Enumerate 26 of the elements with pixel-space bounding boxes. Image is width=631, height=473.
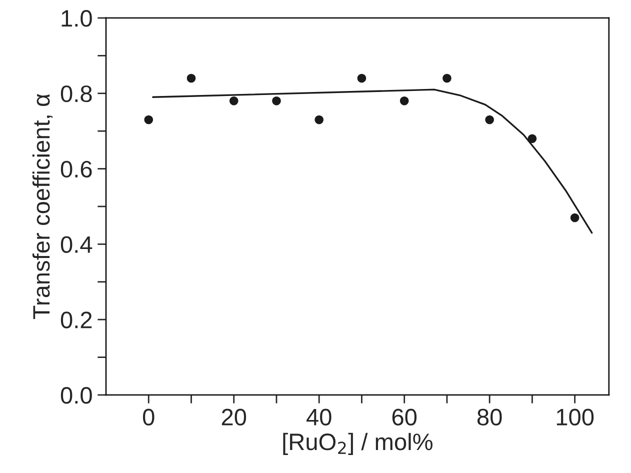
y-tick-label: 0.6 <box>60 160 92 178</box>
point <box>400 96 409 106</box>
x-tick-label: 40 <box>306 408 332 426</box>
x-tick-label: 0 <box>142 408 154 426</box>
y-axis-title: Transfer coefficient, α <box>32 94 53 320</box>
point <box>272 96 281 106</box>
point <box>186 74 196 83</box>
x-tick-label: 100 <box>556 408 594 426</box>
y-tick-label: 0.0 <box>60 387 92 404</box>
point <box>528 134 537 143</box>
point <box>442 74 452 83</box>
x-tick-label: 80 <box>477 408 502 426</box>
x-tick-label: 20 <box>222 408 246 426</box>
line-series <box>152 88 593 234</box>
point <box>357 74 366 83</box>
point <box>485 115 494 124</box>
y-tick-label: 1.0 <box>62 10 92 27</box>
y-tick-label: 0.4 <box>60 236 92 253</box>
point <box>314 115 324 124</box>
point <box>229 96 238 106</box>
x-tick-label: 60 <box>392 408 417 426</box>
x-axis-title: [RuO$_{2}$] / mol% <box>283 432 432 455</box>
point <box>144 115 154 124</box>
y-tick-label: 0.8 <box>60 85 92 102</box>
y-tick-label: 0.2 <box>60 312 92 328</box>
point <box>570 213 580 222</box>
